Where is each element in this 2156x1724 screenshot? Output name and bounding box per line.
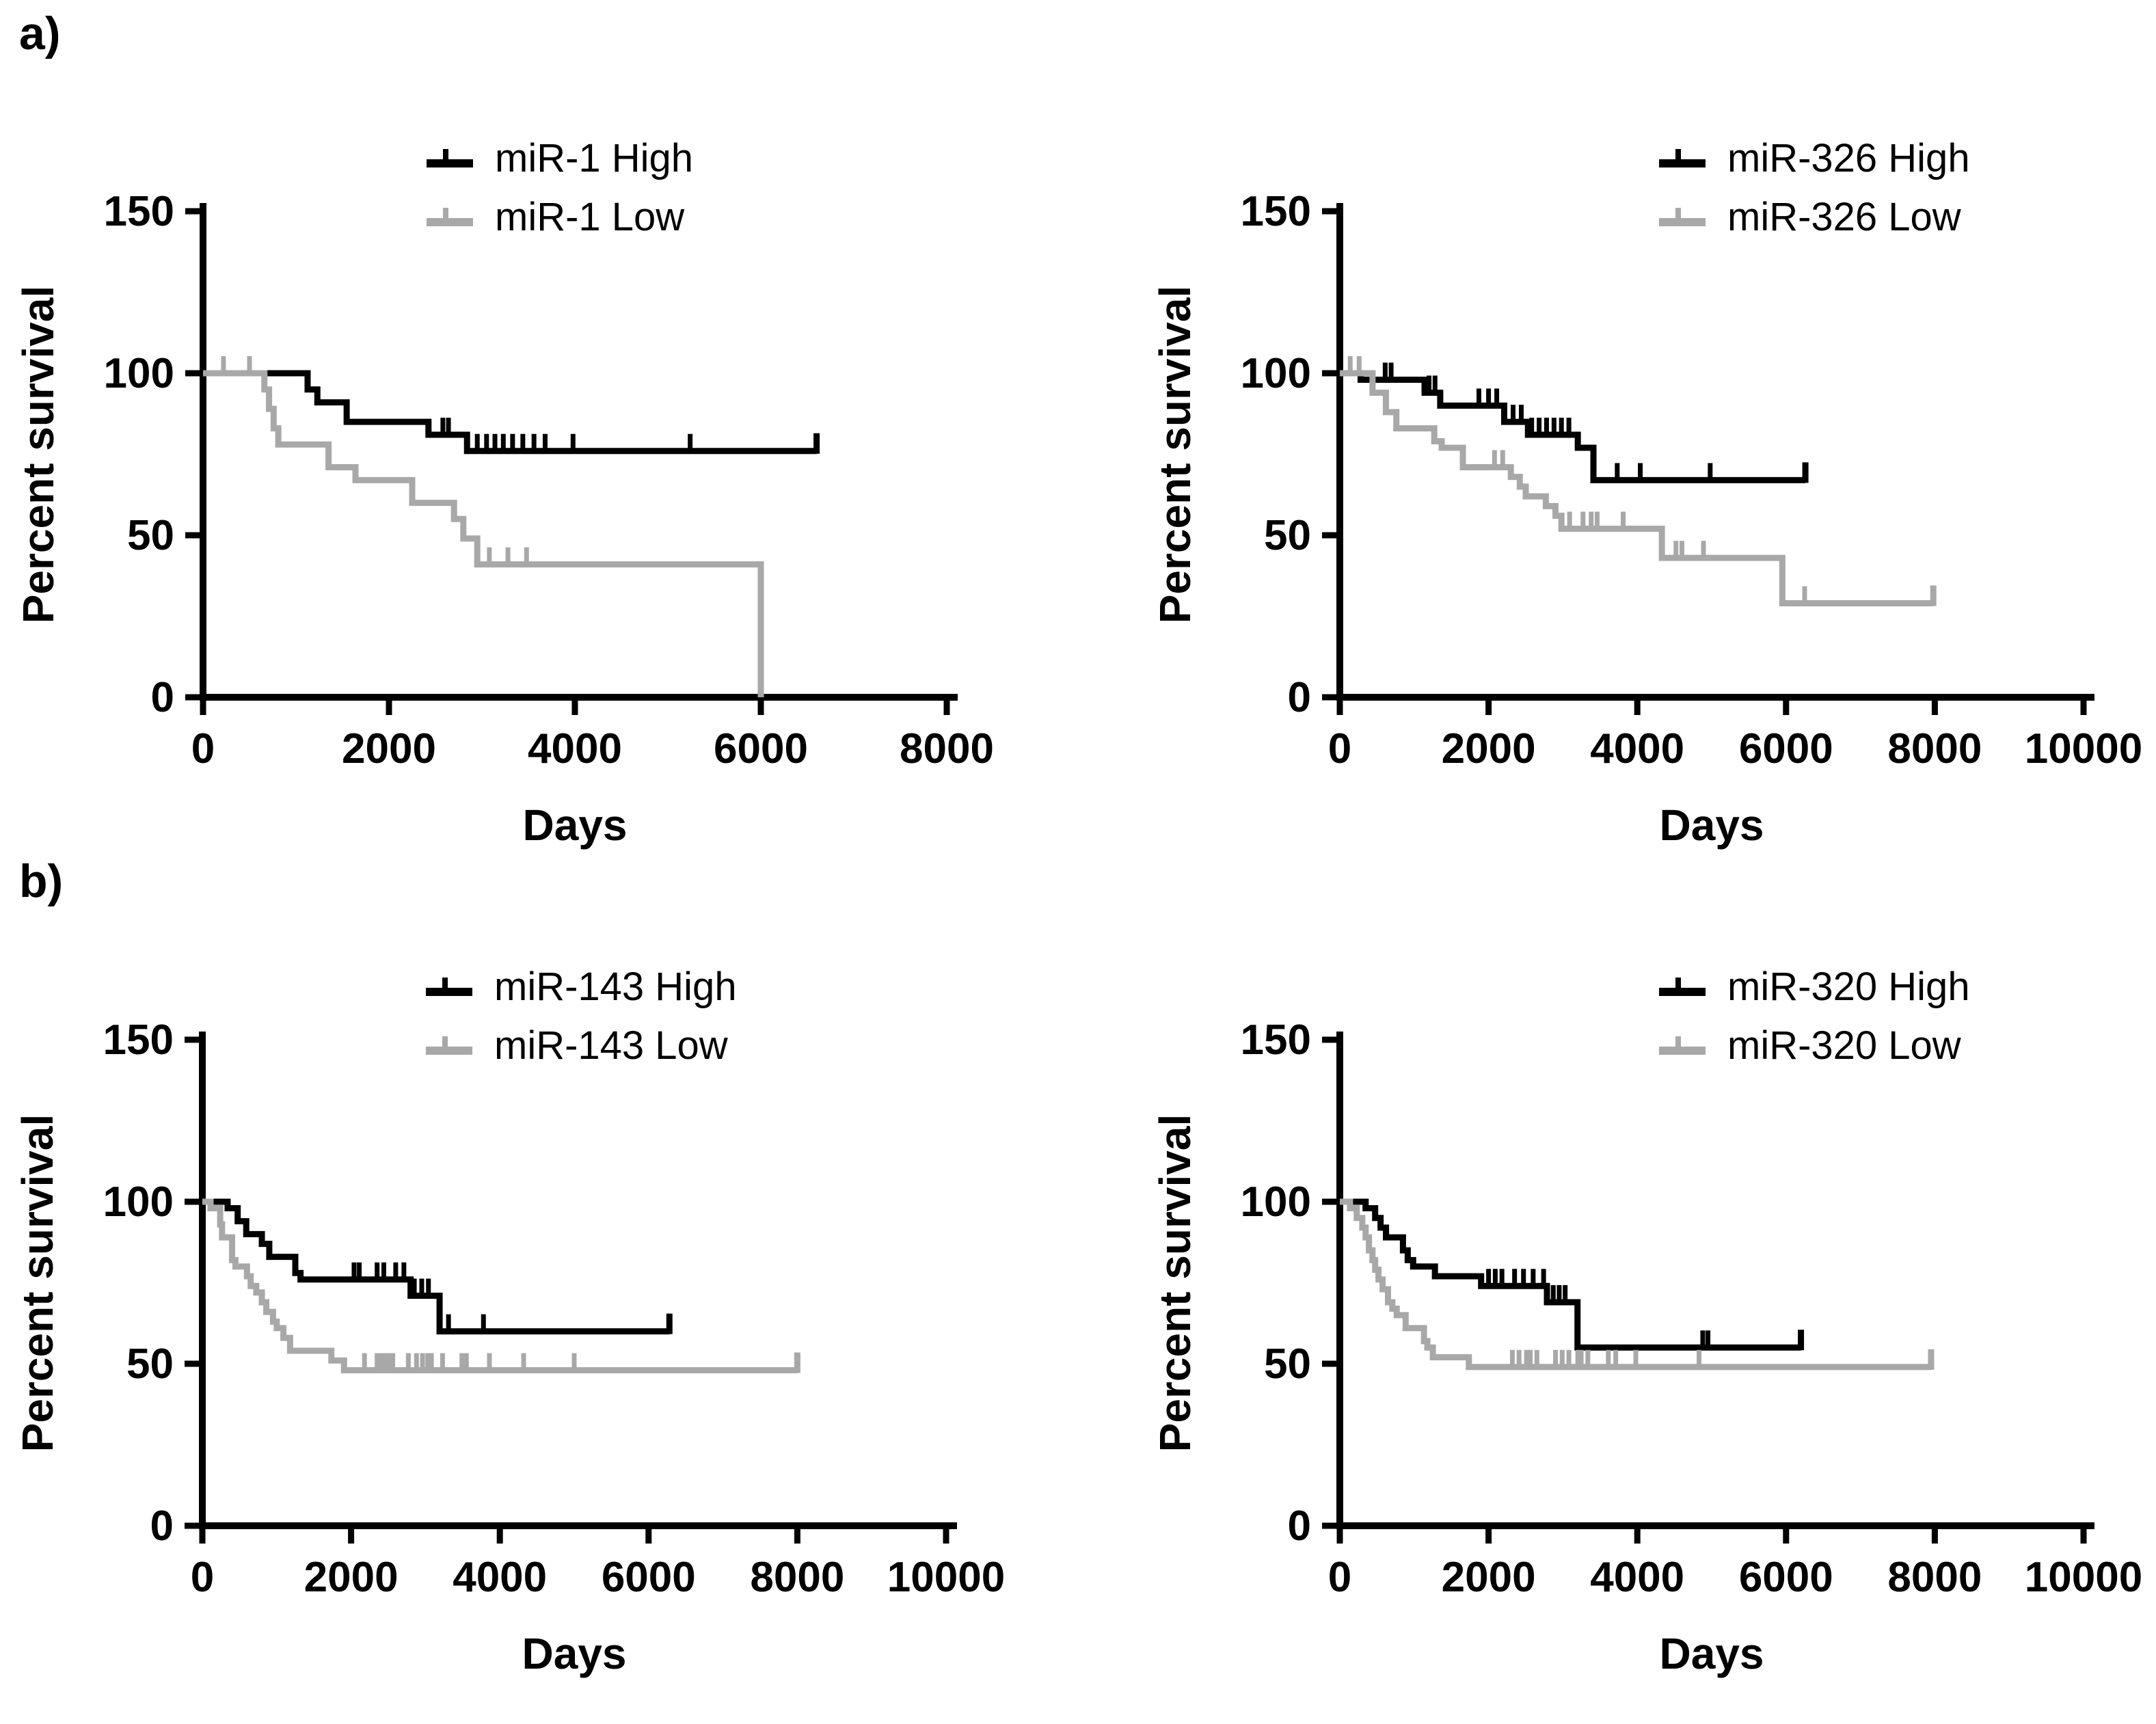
survival-curve	[203, 370, 764, 697]
y-tick-label: 50	[1264, 512, 1311, 559]
x-tick-label: 10000	[887, 1554, 1005, 1601]
y-tick-label: 150	[1241, 188, 1311, 235]
x-tick-label: 6000	[1739, 1554, 1833, 1601]
y-tick-label: 100	[104, 350, 174, 397]
high-curve-key-icon	[426, 978, 472, 996]
low-curve-key-icon	[426, 1036, 472, 1055]
panel-a-label: a)	[19, 8, 61, 59]
x-tick-label: 2000	[342, 725, 436, 772]
x-axis-label: Days	[1659, 1629, 1764, 1678]
x-tick-label: 0	[1328, 1554, 1351, 1601]
km-panel-mir143: Percent survival 0 50 100 150 0 2000 4000 6000 8…	[13, 917, 1019, 1724]
survival-plot-mir143: 0 50 100 150 0 2000 4000 6000 8000 10000	[103, 1016, 1006, 1601]
x-tick-label: 8000	[750, 1554, 844, 1601]
x-tick-label: 8000	[1887, 1554, 1982, 1601]
x-tick-label: 0	[1328, 725, 1351, 772]
y-tick-label: 100	[1241, 1178, 1311, 1226]
x-tick-label: 0	[191, 1554, 214, 1601]
km-panel-mir320: Percent survival 0 50 100 150 0 2000 4000 6000 8…	[1150, 917, 2156, 1724]
legend-label-high: miR-143 High	[494, 964, 737, 1009]
km-panel-mir1: Percent survival 0 50 100 150 0 2000 4000 6000 8…	[14, 89, 1019, 895]
y-tick-label: 50	[127, 512, 174, 559]
x-tick-label: 4000	[453, 1554, 547, 1601]
x-tick-label: 10000	[2025, 725, 2142, 772]
x-tick-label: 4000	[1590, 725, 1684, 772]
survival-plot-mir1: 0 50 100 150 0 2000 4000 6000 8000	[104, 188, 994, 772]
y-axis-label: Percent survival	[14, 285, 63, 624]
y-tick-label: 150	[1241, 1016, 1311, 1064]
y-tick-label: 150	[103, 1016, 174, 1064]
low-curve-key-icon	[1659, 208, 1706, 226]
y-tick-label: 0	[1288, 1503, 1311, 1550]
panel-b-label: b)	[19, 855, 64, 907]
x-tick-label: 8000	[900, 725, 994, 772]
y-tick-label: 100	[1241, 350, 1311, 397]
x-axis-label: Days	[522, 800, 628, 850]
x-tick-label: 2000	[1442, 725, 1536, 772]
legend-entry-low: miR-1 Low	[425, 187, 693, 246]
legend-label-low: miR-320 Low	[1727, 1023, 1961, 1068]
x-tick-label: 8000	[1887, 725, 1982, 772]
survival-curve	[1340, 1198, 1931, 1371]
x-tick-label: 10000	[2025, 1554, 2142, 1601]
legend: miR-1 High miR-1 Low	[425, 129, 693, 246]
legend-label-low: miR-326 Low	[1727, 194, 1961, 239]
survival-curve	[203, 370, 817, 455]
low-curve-key-icon	[1659, 1036, 1706, 1055]
y-tick-label: 0	[151, 674, 174, 721]
survival-curve	[1340, 1198, 1801, 1351]
x-axis-label: Days	[1659, 800, 1764, 850]
x-tick-label: 4000	[528, 725, 622, 772]
y-tick-label: 0	[1288, 674, 1311, 721]
survival-curve	[202, 1198, 798, 1373]
x-tick-label: 2000	[1442, 1554, 1536, 1601]
y-axis-label: Percent survival	[1150, 285, 1200, 624]
y-tick-label: 50	[1264, 1341, 1311, 1388]
survival-curve	[1340, 370, 1934, 607]
high-curve-key-icon	[1659, 149, 1706, 167]
low-curve-key-icon	[427, 208, 473, 226]
legend-entry-high: miR-320 High	[1658, 957, 1970, 1016]
survival-plot-mir326: 0 50 100 150 0 2000 4000 6000 8000 10000	[1241, 188, 2143, 772]
legend-entry-high: miR-143 High	[425, 957, 737, 1016]
y-tick-label: 50	[126, 1341, 174, 1388]
high-curve-key-icon	[1659, 978, 1706, 996]
legend-label-low: miR-143 Low	[494, 1023, 728, 1068]
legend-entry-low: miR-326 Low	[1658, 187, 1970, 246]
legend: miR-320 High miR-320 Low	[1658, 957, 1970, 1075]
y-axis-label: Percent survival	[1150, 1114, 1200, 1453]
legend-label-high: miR-326 High	[1727, 135, 1970, 180]
x-tick-label: 6000	[714, 725, 808, 772]
legend-entry-low: miR-143 Low	[425, 1016, 737, 1075]
x-axis-label: Days	[522, 1629, 627, 1678]
high-curve-key-icon	[427, 149, 473, 167]
x-tick-label: 0	[191, 725, 215, 772]
legend: miR-143 High miR-143 Low	[425, 957, 737, 1075]
survival-plot-mir320: 0 50 100 150 0 2000 4000 6000 8000 10000	[1241, 1016, 2143, 1601]
y-tick-label: 0	[150, 1503, 174, 1550]
survival-curve	[1340, 370, 1806, 483]
x-tick-label: 6000	[602, 1554, 696, 1601]
x-tick-label: 6000	[1739, 725, 1833, 772]
km-panel-mir326: Percent survival 0 50 100 150 0 2000 4000 6000 8…	[1150, 89, 2156, 895]
legend-label-high: miR-320 High	[1727, 964, 1970, 1009]
x-tick-label: 2000	[304, 1554, 399, 1601]
y-tick-label: 100	[103, 1178, 174, 1226]
y-tick-label: 150	[104, 188, 174, 235]
legend: miR-326 High miR-326 Low	[1658, 129, 1970, 246]
y-axis-label: Percent survival	[13, 1114, 62, 1453]
x-tick-label: 4000	[1590, 1554, 1684, 1601]
legend-label-high: miR-1 High	[495, 135, 694, 180]
legend-label-low: miR-1 Low	[495, 194, 685, 239]
survival-curve	[202, 1198, 670, 1335]
legend-entry-low: miR-320 Low	[1658, 1016, 1970, 1075]
legend-entry-high: miR-326 High	[1658, 129, 1970, 187]
legend-entry-high: miR-1 High	[425, 129, 693, 187]
